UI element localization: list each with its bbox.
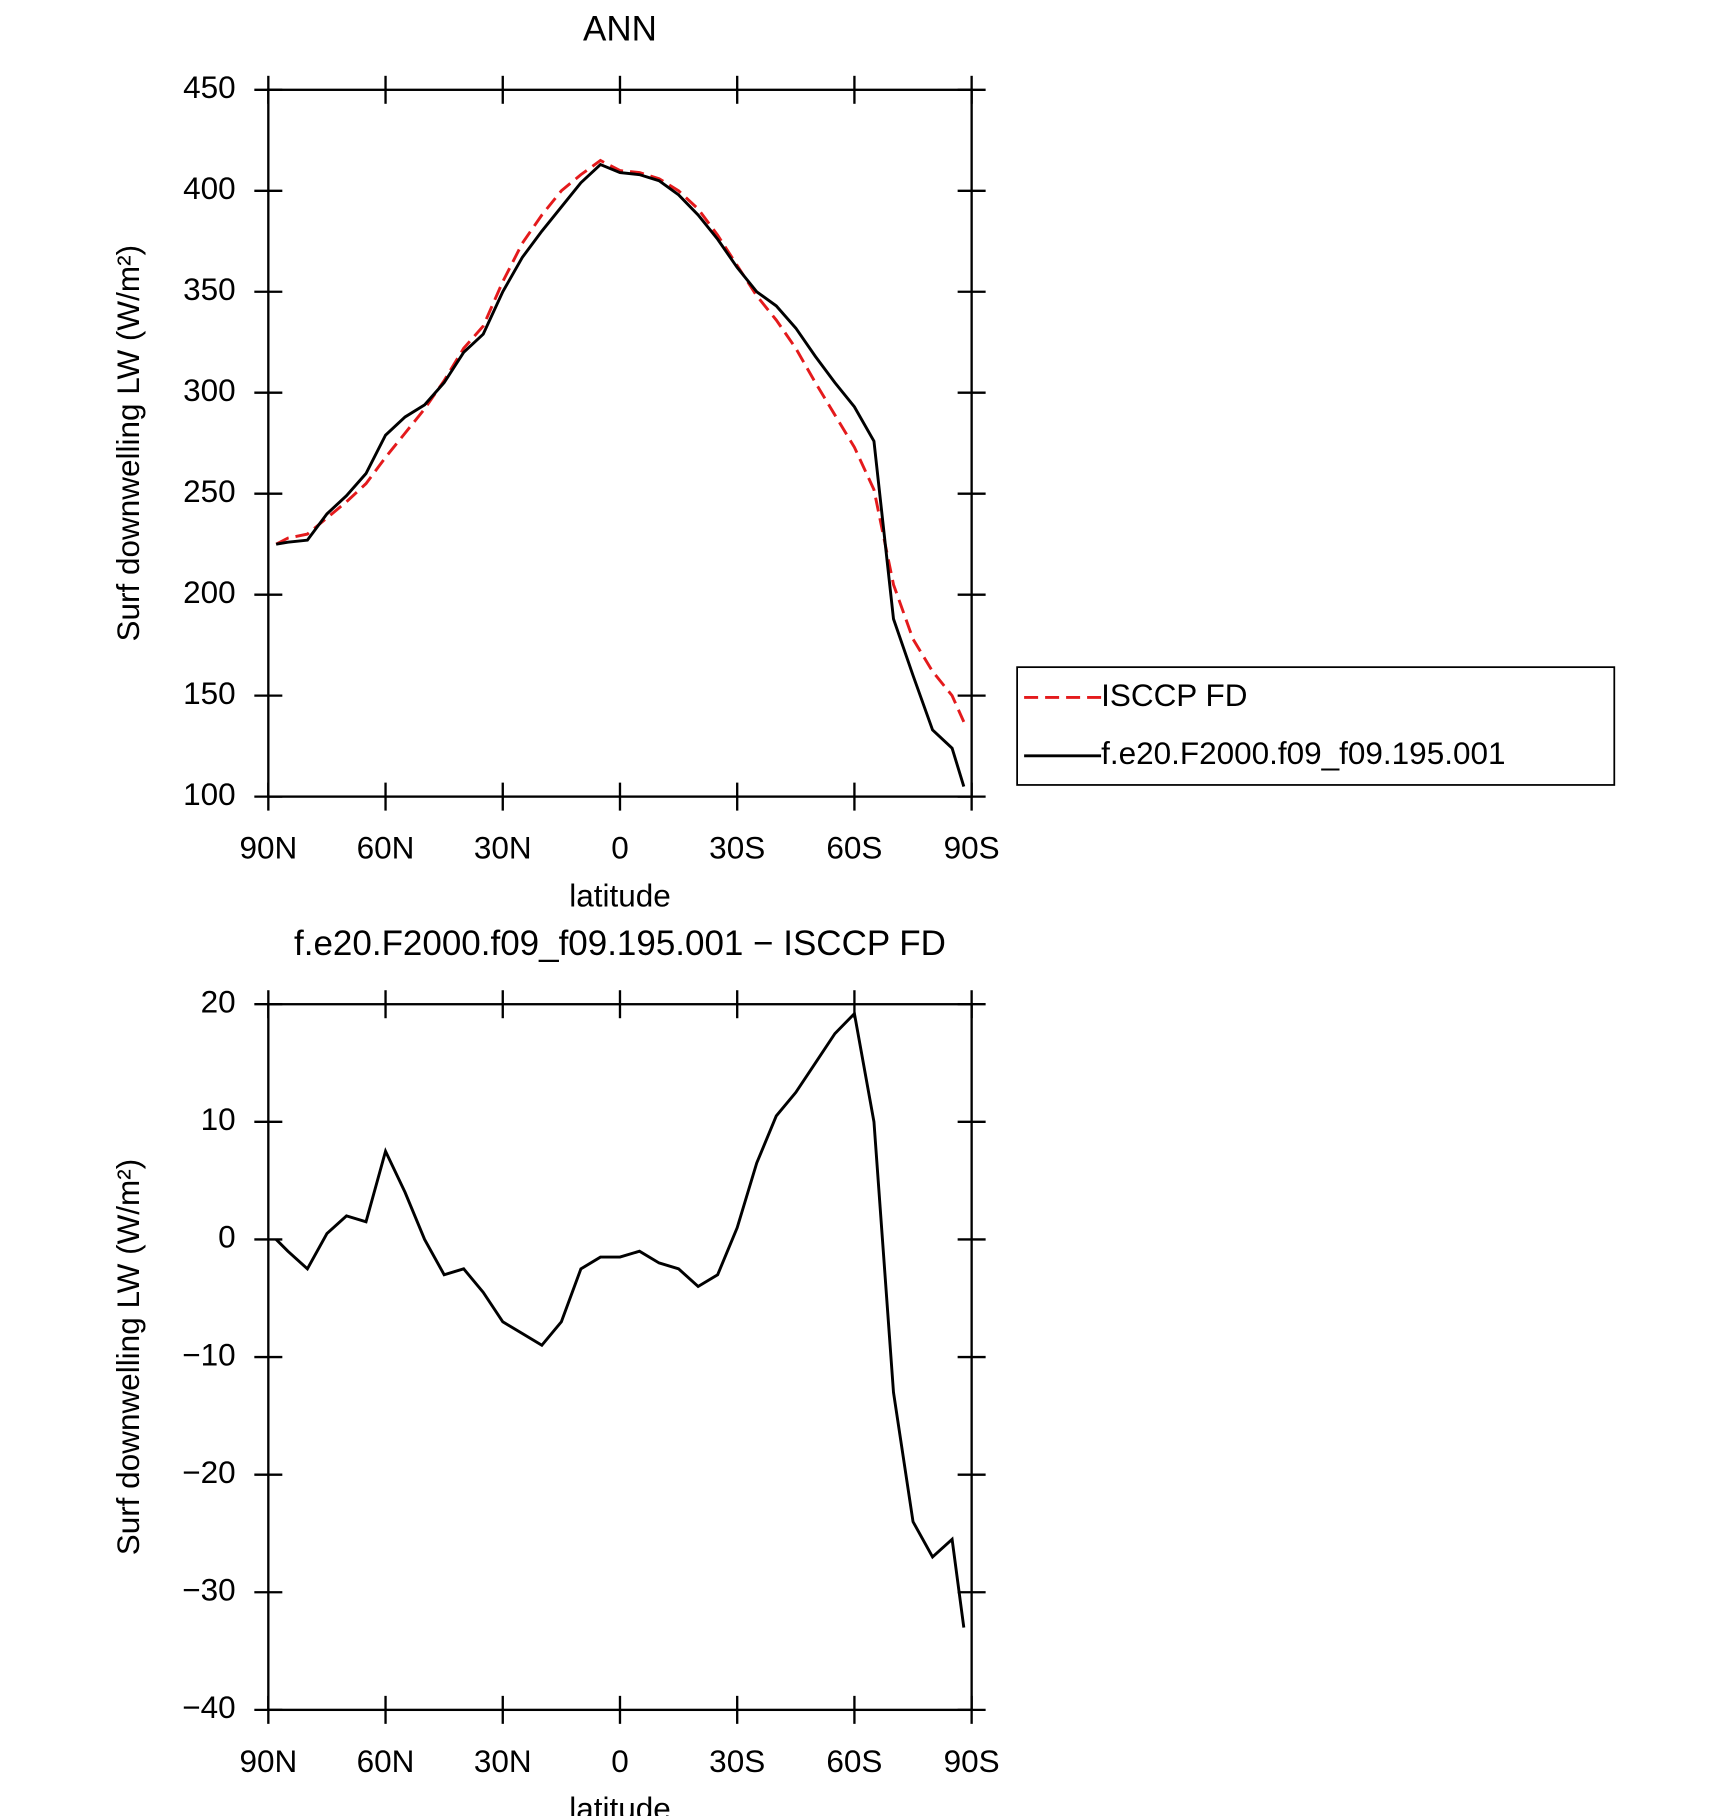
x-tick-label: 30S <box>709 1743 765 1779</box>
y-axis-label: Surf downwelling LW (W/m²) <box>110 245 146 642</box>
x-tick-label: 60N <box>357 830 415 866</box>
x-tick-label: 90S <box>944 1743 1000 1779</box>
y-tick-label: 150 <box>183 675 236 711</box>
x-tick-label: 90N <box>239 1743 297 1779</box>
y-tick-label: 250 <box>183 473 236 509</box>
x-tick-label: 30S <box>709 830 765 866</box>
x-tick-label: 0 <box>611 830 629 866</box>
legend-label: f.e20.F2000.f09_f09.195.001 <box>1101 735 1505 771</box>
x-axis-label: latitude <box>569 877 671 913</box>
legend-label: ISCCP FD <box>1101 677 1247 713</box>
y-tick-label: 10 <box>201 1101 236 1137</box>
y-tick-label: 0 <box>218 1219 236 1255</box>
y-tick-label: 400 <box>183 170 236 206</box>
y-tick-label: 350 <box>183 271 236 307</box>
y-tick-label: 20 <box>201 984 236 1020</box>
y-tick-label: −20 <box>182 1454 235 1490</box>
y-tick-label: −40 <box>182 1689 235 1725</box>
data-line <box>275 162 966 787</box>
x-tick-label: 90S <box>944 830 1000 866</box>
y-tick-label: −30 <box>182 1572 235 1608</box>
x-tick-label: 30N <box>474 830 532 866</box>
y-tick-label: 200 <box>183 574 236 610</box>
plot-frame <box>267 88 973 798</box>
y-tick-label: −10 <box>182 1336 235 1372</box>
x-tick-label: 60S <box>826 1743 882 1779</box>
x-tick-label: 0 <box>611 1743 629 1779</box>
y-tick-label: 100 <box>183 776 236 812</box>
x-tick-label: 60S <box>826 830 882 866</box>
x-axis-label: latitude <box>569 1791 671 1816</box>
x-tick-label: 60N <box>357 1743 415 1779</box>
plot-frame <box>267 1003 973 1712</box>
y-tick-label: 300 <box>183 372 236 408</box>
data-line <box>275 1010 966 1628</box>
y-tick-label: 450 <box>183 69 236 105</box>
chart-title: f.e20.F2000.f09_f09.195.001 − ISCCP FD <box>294 924 946 963</box>
data-line <box>275 158 966 723</box>
x-tick-label: 30N <box>474 1743 532 1779</box>
legend-box <box>1016 666 1616 786</box>
chart-title: ANN <box>583 10 657 49</box>
x-tick-label: 90N <box>239 830 297 866</box>
y-axis-label: Surf downwelling LW (W/m²) <box>110 1159 146 1556</box>
